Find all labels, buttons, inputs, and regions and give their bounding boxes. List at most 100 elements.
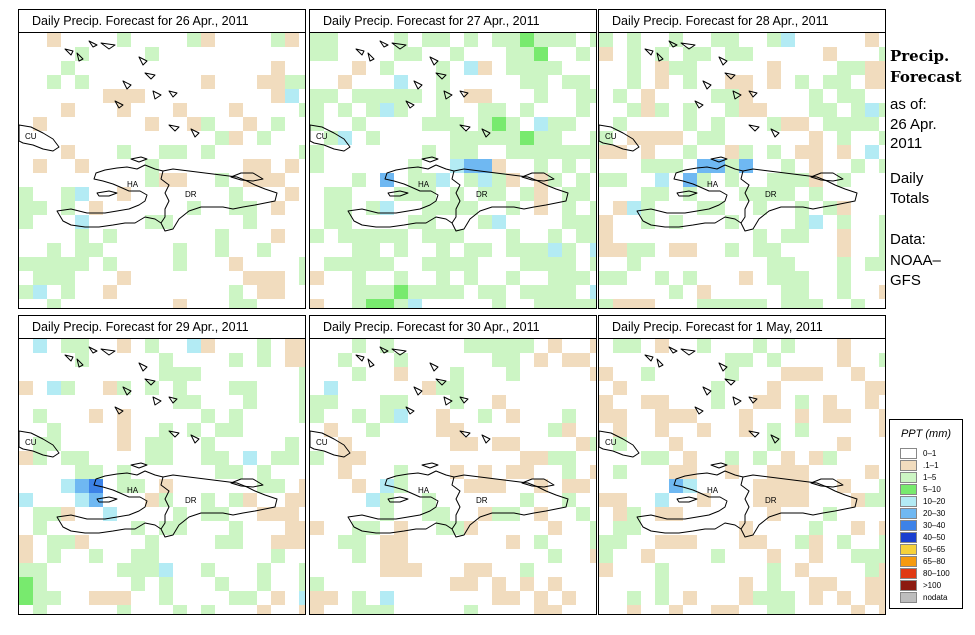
precip-cell — [33, 339, 47, 353]
legend-label: 40–50 — [923, 533, 946, 542]
precip-cell — [697, 299, 711, 308]
precip-cell — [75, 75, 89, 89]
precip-cell — [394, 243, 408, 257]
precip-cell — [669, 605, 683, 614]
country-label-haiti: HA — [418, 486, 430, 495]
precip-cell — [613, 507, 627, 521]
precip-cell — [548, 549, 562, 563]
precip-cell — [380, 229, 394, 243]
precip-cell — [492, 33, 506, 47]
precip-cell — [394, 299, 408, 308]
precip-cell — [478, 465, 492, 479]
side-title-line2: Forecast — [890, 68, 962, 86]
precip-cell — [285, 89, 299, 103]
precip-cell — [257, 243, 271, 257]
precip-cell — [837, 353, 851, 367]
precip-cell — [865, 145, 879, 159]
precip-cell — [655, 563, 669, 577]
legend-label: >100 — [923, 581, 942, 590]
precip-cell — [61, 257, 75, 271]
precip-cell — [492, 437, 506, 451]
precip-cell — [310, 521, 324, 535]
precip-cell-heavy — [89, 493, 103, 507]
precip-cell — [520, 243, 534, 257]
panel-title: Daily Precip. Forecast for 30 Apr., 2011 — [309, 315, 597, 339]
precip-cell — [215, 465, 229, 479]
precip-cell — [366, 285, 380, 299]
coastline-bahamas-island — [168, 124, 180, 132]
precip-cell — [837, 243, 851, 257]
precip-cell — [590, 229, 596, 243]
precip-cell — [520, 493, 534, 507]
coastline-bahamas-island — [718, 56, 728, 66]
precip-cell — [879, 381, 885, 395]
country-label-dr: DR — [185, 190, 197, 199]
precip-cell — [725, 367, 739, 381]
precip-cell — [590, 521, 596, 535]
precip-cell — [599, 131, 613, 145]
precip-cell — [599, 145, 613, 159]
precip-cell — [851, 493, 865, 507]
precip-cell — [450, 117, 464, 131]
precip-cell — [683, 187, 697, 201]
coastline-samana — [521, 478, 555, 488]
precip-cell — [781, 271, 795, 285]
precip-cell — [47, 549, 61, 563]
precip-cell — [299, 75, 305, 89]
precip-cell — [243, 451, 257, 465]
precip-cell — [809, 187, 823, 201]
precip-cell-heavy — [75, 479, 89, 493]
precip-cell — [394, 89, 408, 103]
precip-cell — [352, 591, 366, 605]
precip-cell — [89, 243, 103, 257]
coastline-samana — [810, 172, 844, 182]
precip-cell — [338, 215, 352, 229]
precip-cell — [823, 409, 837, 423]
side-title-line1: Precip. — [890, 47, 950, 65]
legend-swatch — [900, 520, 917, 531]
precip-cell — [352, 451, 366, 465]
precip-cell — [711, 131, 725, 145]
precip-cell — [380, 61, 394, 75]
precip-cell — [809, 131, 823, 145]
legend: PPT (mm) 0–1 .1–1 1–5 5–10 10–20 20–30 30–40 40… — [889, 419, 963, 609]
precip-cell — [795, 173, 809, 187]
precip-cell — [613, 465, 627, 479]
precip-cell — [795, 117, 809, 131]
precip-cell — [641, 201, 655, 215]
precip-cell — [795, 493, 809, 507]
precip-cell — [257, 465, 271, 479]
legend-label: 80–100 — [923, 569, 950, 578]
precip-cell — [781, 257, 795, 271]
precip-cell — [299, 521, 305, 535]
precip-cell — [394, 285, 408, 299]
coastline-bahamas-island — [391, 348, 407, 356]
precip-cell — [767, 145, 781, 159]
precip-cell — [739, 423, 753, 437]
precip-cell — [562, 159, 576, 173]
precip-cell — [380, 591, 394, 605]
coastline-bahamas-island — [144, 378, 156, 386]
precip-cell — [683, 47, 697, 61]
precip-cell — [613, 89, 627, 103]
precip-cell — [436, 271, 450, 285]
precip-cell — [436, 201, 450, 215]
precip-cell — [131, 89, 145, 103]
coastline-bahamas-island — [435, 72, 447, 80]
precip-cell — [366, 605, 380, 614]
precip-cell — [422, 187, 436, 201]
precip-cell — [823, 117, 837, 131]
precip-cell — [534, 145, 548, 159]
coastline-gonave — [96, 496, 118, 503]
precip-cell — [215, 173, 229, 187]
precip-cell — [781, 33, 795, 47]
precip-cell — [520, 33, 534, 47]
daily-label: Daily — [890, 170, 924, 187]
precip-cell-heavy — [683, 173, 697, 187]
precip-cell — [380, 257, 394, 271]
precip-cell — [229, 299, 243, 308]
precip-cell — [534, 507, 548, 521]
coastline-bahamas-island — [152, 396, 162, 406]
precip-cell — [865, 257, 879, 271]
precip-cell-heavy — [711, 159, 725, 173]
